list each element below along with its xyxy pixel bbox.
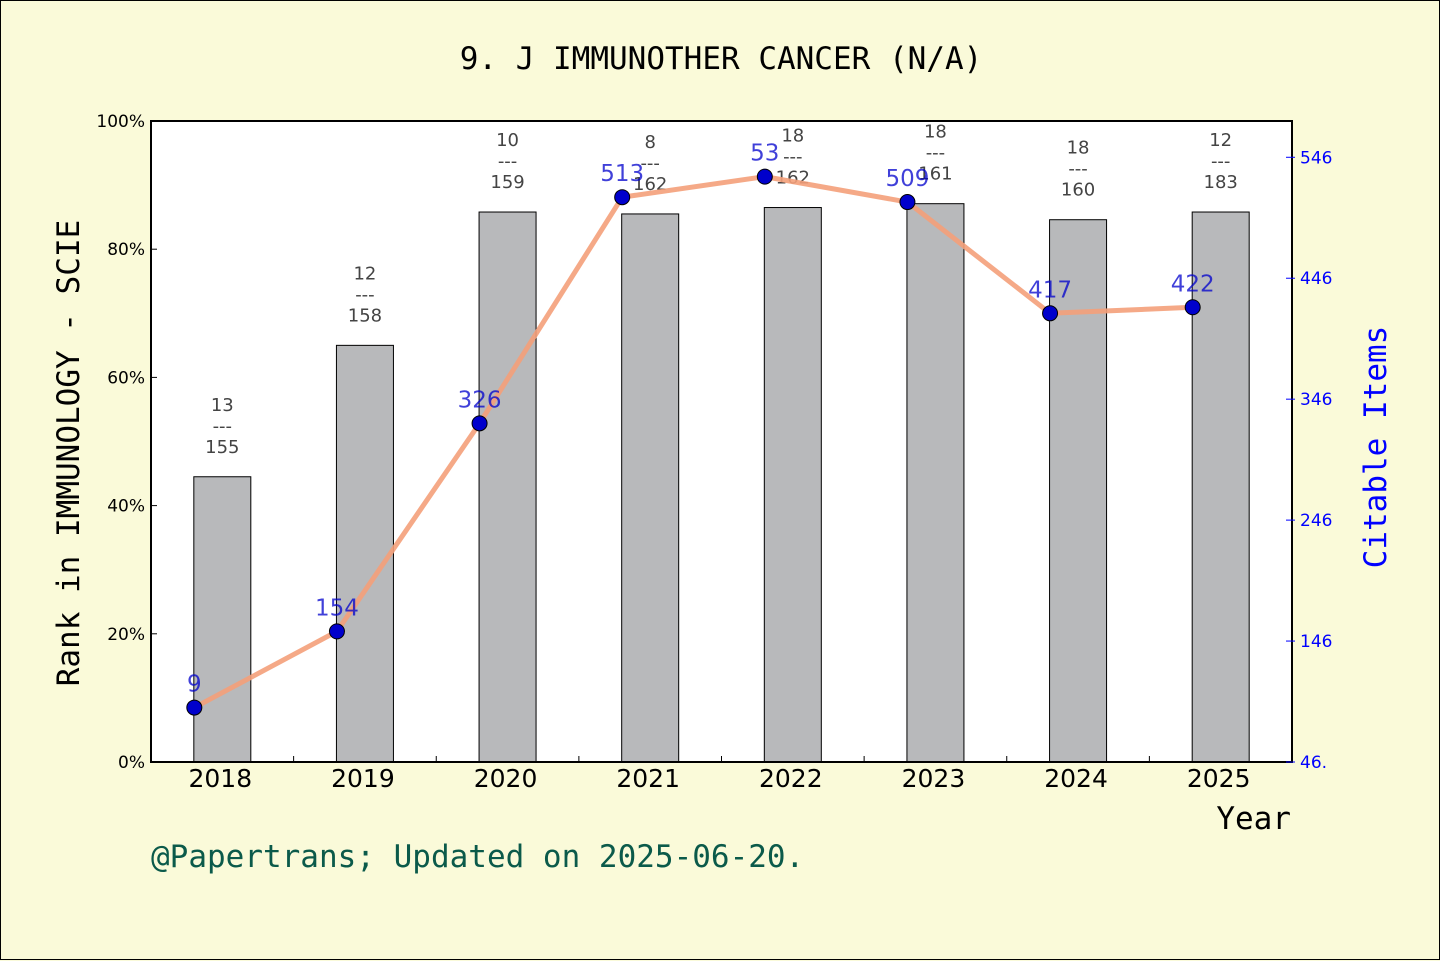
rank-divider-2023: ---	[926, 143, 946, 164]
citable-label-2025: 422	[1171, 271, 1215, 297]
y-tick-label: 0%	[118, 753, 145, 773]
plot-area	[151, 121, 1292, 762]
rank-divider-2020: ---	[498, 151, 518, 172]
rank-label-2025: 12	[1209, 130, 1232, 151]
citable-label-2024: 417	[1028, 277, 1072, 303]
y2-tick-label: 246	[1300, 511, 1332, 531]
y2-tick-label: 546	[1300, 148, 1332, 168]
y2-tick-label: 346	[1300, 390, 1332, 410]
citable-label-2022: 53	[750, 141, 779, 167]
rank-total-2025: 183	[1204, 172, 1238, 193]
citable-point-2020	[471, 415, 488, 432]
x-tick-label: 2024	[1044, 764, 1108, 793]
rank-total-2023: 161	[918, 164, 952, 185]
bar-2023	[906, 203, 965, 763]
line-group: 9 154 326 513 53 509 417 422	[186, 141, 1215, 716]
y2-tick-label: 46.	[1300, 753, 1327, 773]
rank-total-2019: 158	[348, 305, 382, 326]
citable-label-2023: 509	[885, 166, 929, 192]
y2-tick-label: 446	[1300, 269, 1332, 289]
y2-tick-label: 146	[1300, 632, 1332, 652]
rank-divider-2019: ---	[355, 284, 375, 305]
rank-divider-2022: ---	[783, 147, 803, 168]
citable-point-2024	[1042, 305, 1059, 322]
rank-label-2024: 18	[1067, 138, 1090, 159]
x-tick-label: 2021	[616, 764, 680, 793]
rank-total-2018: 155	[205, 437, 239, 458]
chart-title: 9. J IMMUNOTHER CANCER (N/A)	[460, 41, 983, 77]
rank-label-2021: 8	[644, 132, 655, 153]
citable-label-2020: 326	[458, 387, 502, 413]
y-tick-label: 20%	[107, 625, 145, 645]
x-tick-label: 2019	[331, 764, 395, 793]
rank-divider-2018: ---	[213, 416, 233, 437]
rank-label-2020: 10	[496, 130, 519, 151]
x-tick-label: 2020	[474, 764, 538, 793]
citable-point-2018	[186, 699, 203, 716]
x-tick-label: 2025	[1187, 764, 1251, 793]
bar-2022	[763, 207, 822, 763]
citable-label-2019: 154	[315, 595, 359, 621]
y-tick-label: 80%	[107, 240, 145, 260]
y-axis-right: 46. 146 246 346 446 546	[1286, 148, 1332, 773]
rank-label-2019: 12	[353, 263, 376, 284]
citable-label-2018: 9	[187, 672, 202, 698]
bar-2025	[1191, 211, 1250, 763]
rank-divider-2025: ---	[1211, 151, 1231, 172]
y-tick-label: 100%	[96, 112, 145, 132]
citable-point-2019	[328, 623, 345, 640]
bars-group	[193, 203, 1250, 763]
citable-label-2021: 513	[600, 161, 644, 187]
rank-label-2018: 13	[211, 395, 234, 416]
y-axis-title: Rank in IMMUNOLOGY - SCIE	[51, 220, 87, 687]
rank-divider-2024: ---	[1068, 159, 1088, 180]
y-axis-left: 0% 20% 40% 60% 80% 100%	[96, 112, 157, 773]
x-axis-title: Year	[1216, 801, 1291, 837]
rank-label-2023: 18	[924, 122, 947, 143]
citable-point-2021	[614, 189, 631, 206]
rank-label-2022: 18	[781, 126, 804, 147]
rank-total-2024: 160	[1061, 180, 1095, 201]
footer-credit: @Papertrans; Updated on 2025-06-20.	[151, 839, 804, 875]
citable-point-2022	[756, 168, 773, 185]
x-axis: 2018 2019 2020 2021 2022 2023 2024 2025	[189, 756, 1293, 793]
rank-labels-group: 13---15512---15810---1598---16218---1621…	[205, 122, 1238, 458]
rank-divider-2021: ---	[640, 153, 660, 174]
bar-2020	[478, 211, 537, 763]
rank-total-2020: 159	[490, 172, 524, 193]
y-tick-label: 40%	[107, 497, 145, 517]
citable-point-2023	[899, 194, 916, 211]
citable-point-2025	[1184, 299, 1201, 316]
x-tick-label: 2022	[759, 764, 823, 793]
y-tick-label: 60%	[107, 368, 145, 388]
x-tick-label: 2018	[189, 764, 253, 793]
y2-axis-title: Citable Items	[1358, 326, 1394, 569]
bar-2021	[621, 213, 680, 763]
x-tick-label: 2023	[902, 764, 966, 793]
bar-2019	[335, 344, 394, 763]
bar-2018	[193, 476, 252, 763]
citable-items-line	[193, 174, 1193, 710]
